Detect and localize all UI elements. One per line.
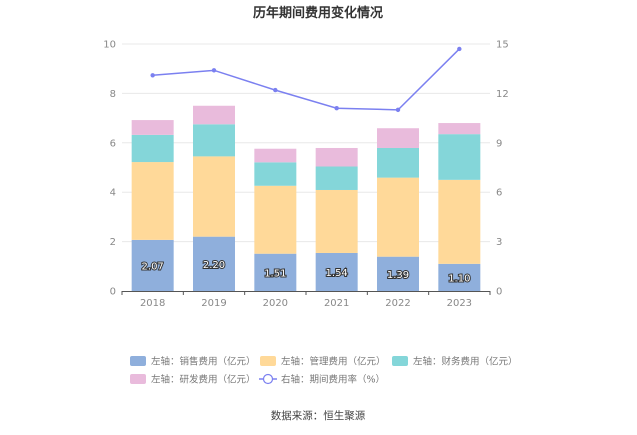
line-point xyxy=(395,107,401,113)
bar-data-label: 2.07 xyxy=(142,261,164,272)
legend-label: 左轴：销售费用（亿元） xyxy=(151,356,256,368)
x-axis-tick-label: 2023 xyxy=(447,298,472,309)
data-source: 数据来源：恒生聚源 xyxy=(271,409,366,422)
left-axis-tick-label: 10 xyxy=(103,40,116,51)
bar-segment xyxy=(377,256,419,291)
bar-data-label: 1.51 xyxy=(264,268,286,279)
left-axis-tick-label: 6 xyxy=(110,138,116,149)
line-point xyxy=(457,46,462,52)
bar-data-label: 1.54 xyxy=(326,268,348,279)
bar-segment xyxy=(438,179,481,264)
bar-segment xyxy=(131,134,174,163)
bar-segment xyxy=(254,148,297,163)
legend-swatch xyxy=(130,374,146,384)
right-axis-tick-label: 0 xyxy=(496,287,502,298)
bar-segment xyxy=(131,162,174,240)
legend-label: 左轴：管理费用（亿元） xyxy=(281,356,386,368)
bar-segment xyxy=(438,123,481,135)
bar-segment xyxy=(254,162,297,186)
bar-segment xyxy=(254,185,297,254)
legend-swatch xyxy=(260,356,276,366)
legend-line-marker xyxy=(262,373,274,385)
right-axis-tick-label: 12 xyxy=(496,89,509,100)
legend-swatch xyxy=(130,356,146,366)
chart-title: 历年期间费用变化情况 xyxy=(253,5,383,21)
bar-segment xyxy=(193,156,235,237)
line-path xyxy=(152,48,460,111)
legend-label: 右轴：期间费用率（%） xyxy=(281,374,385,386)
bar-segment xyxy=(131,239,174,291)
bar-data-label: 1.10 xyxy=(448,273,470,284)
bar-segment xyxy=(377,147,419,178)
left-axis-tick-label: 8 xyxy=(110,89,116,100)
left-axis-tick-label: 4 xyxy=(110,188,116,199)
right-axis-tick-label: 6 xyxy=(496,188,502,199)
left-axis-tick-label: 0 xyxy=(110,287,116,298)
x-axis-tick-label: 2019 xyxy=(201,298,226,309)
line-point xyxy=(334,106,339,111)
bar-segment xyxy=(193,105,235,125)
bar-segment xyxy=(315,147,358,167)
line-point xyxy=(273,87,278,93)
right-axis-tick-label: 3 xyxy=(496,237,502,248)
bar-segment xyxy=(131,120,174,135)
bar-segment xyxy=(193,236,235,291)
x-axis-tick-label: 2020 xyxy=(263,298,288,309)
bar-segment xyxy=(193,124,235,157)
bar-segment xyxy=(438,263,481,291)
legend: 左轴：销售费用（亿元） 左轴：管理费用（亿元） 左轴：财务费用（亿元） 左轴：研发费用… xyxy=(130,356,518,386)
legend-label: 左轴：研发费用（亿元） xyxy=(151,374,256,386)
x-axis-tick-label: 2022 xyxy=(385,298,410,309)
bar-data-label: 2.20 xyxy=(203,260,225,271)
left-axis-tick-label: 2 xyxy=(110,237,116,248)
grid-lines xyxy=(122,43,490,243)
bar-data-label: 1.39 xyxy=(387,270,409,281)
legend-swatch xyxy=(392,356,408,366)
right-axis-tick-label: 15 xyxy=(496,40,509,51)
bar-segment xyxy=(315,166,358,190)
bar-segment xyxy=(438,134,481,180)
bar-segment xyxy=(315,189,358,253)
line-series xyxy=(150,46,462,113)
legend-label: 左轴：财务费用（亿元） xyxy=(413,356,518,368)
axes: 0 2 4 6 8 10 0 3 6 9 12 15 2018 2019 2020 2021 2022 2023 xyxy=(103,40,508,310)
line-point xyxy=(211,68,217,73)
line-point xyxy=(150,73,155,78)
x-axis-tick-label: 2018 xyxy=(140,298,165,309)
bar-series: 2.07 2.20 1.51 1.54 1.39 1.10 xyxy=(131,105,481,291)
x-axis-tick-label: 2021 xyxy=(324,298,349,309)
bar-segment xyxy=(315,252,358,291)
bar-segment xyxy=(377,177,419,257)
bar-segment xyxy=(377,128,419,148)
bar-segment xyxy=(254,253,297,291)
right-axis-tick-label: 9 xyxy=(496,138,502,149)
